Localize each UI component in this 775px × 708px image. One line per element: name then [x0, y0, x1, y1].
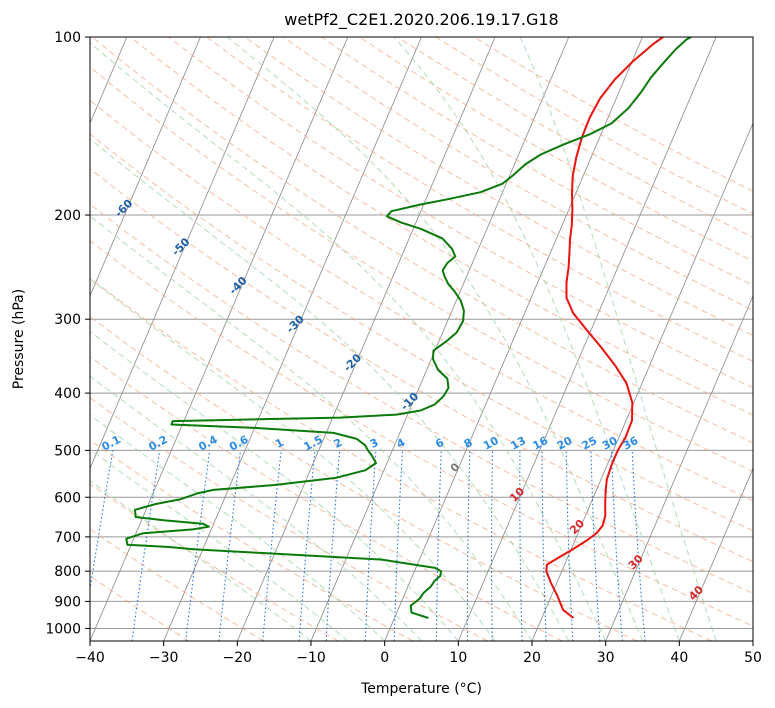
dry-adiabat-line: [90, 356, 563, 641]
isotherm-label: -30: [284, 312, 307, 335]
isotherm-label: -80: [0, 119, 21, 142]
moist-adiabat-line: [393, 37, 680, 641]
x-tick-label: −10: [296, 650, 326, 666]
isotherm-line: [90, 37, 349, 641]
isotherm-label: -40: [227, 274, 250, 297]
x-tick-label: 30: [597, 650, 615, 666]
y-tick-label: 200: [54, 208, 81, 224]
mixing-ratio-label: 3: [368, 436, 381, 451]
moist-adiabat-line: [90, 414, 386, 641]
dry-adiabat-label: 30: [626, 552, 646, 572]
isotherm-line: [457, 37, 717, 641]
x-tick-label: 40: [670, 650, 688, 666]
mixing-ratio-line: [435, 450, 442, 641]
mixing-ratio-line: [519, 450, 523, 641]
y-tick-label: 700: [54, 530, 81, 546]
isotherm-line: [605, 294, 753, 641]
dry-adiabat-line: [90, 133, 753, 532]
mixing-ratio-label: 16: [531, 434, 551, 453]
dry-adiabat-line: [91, 37, 753, 444]
mixing-ratio-line: [90, 450, 114, 593]
x-tick-label: −30: [149, 650, 179, 666]
isotherm-label: -70: [55, 158, 78, 181]
dry-adiabat-line: [244, 37, 753, 336]
isotherm-line: [678, 467, 753, 641]
mixing-ratio-label: 25: [580, 434, 600, 453]
mixing-ratio-label: 20: [555, 434, 575, 453]
mixing-ratio-line: [631, 450, 646, 641]
isotherm-line: [90, 37, 201, 297]
dry-adiabat-label: 10: [507, 485, 527, 505]
dry-adiabat-line: [168, 37, 753, 389]
x-tick-label: 20: [523, 650, 541, 666]
dry-adiabat-line: [90, 575, 190, 641]
x-tick-label: −20: [223, 650, 253, 666]
isotherm-line: [163, 37, 422, 641]
dry-adiabat-line: [90, 240, 753, 627]
moist-adiabat-line: [90, 41, 607, 641]
dry-adiabat-line: [90, 168, 753, 563]
isotherm-label: -60: [112, 197, 135, 220]
y-axis-label: Pressure (hPa): [11, 289, 27, 389]
dry-adiabat-line: [282, 37, 753, 311]
x-axis-label: Temperature (°C): [360, 681, 482, 697]
y-tick-label: 500: [54, 443, 81, 459]
isotherm-line: [531, 122, 753, 641]
mixing-ratio-label: 30: [600, 434, 620, 453]
mixing-ratio-line: [131, 450, 161, 641]
temperature-profile-line: [545, 37, 664, 619]
isotherm-label: -50: [169, 235, 192, 258]
moist-adiabat-line: [519, 37, 717, 641]
dry-adiabat-line: [90, 397, 488, 641]
y-tick-label: 800: [54, 564, 81, 580]
mixing-ratio-line: [185, 450, 211, 641]
mixing-ratio-line: [218, 450, 242, 641]
mixing-ratio-line: [262, 450, 282, 641]
moist-adiabat-line: [90, 278, 496, 641]
moist-adiabat-line: [90, 138, 570, 641]
mixing-ratio-label: 4: [394, 436, 407, 451]
y-tick-label: 300: [54, 312, 81, 328]
y-tick-label: 400: [54, 386, 81, 402]
isotherm-line: [236, 37, 496, 641]
mixing-ratio-label: 36: [621, 434, 641, 453]
dry-adiabat-line: [90, 316, 638, 641]
dry-adiabat-line: [90, 203, 753, 594]
y-tick-label: 600: [54, 490, 81, 506]
dry-adiabat-line: [206, 37, 753, 362]
dry-adiabat-line: [90, 528, 264, 641]
x-tick-label: −40: [75, 650, 105, 666]
moist-adiabat-line: [90, 448, 349, 641]
isotherm-line: [384, 37, 643, 641]
dry-adiabat-line: [359, 37, 753, 262]
chart-title: wetPf2_C2E1.2020.206.19.17.G18: [284, 10, 558, 30]
y-tick-label: 1000: [45, 621, 81, 637]
mixing-ratio-label: 13: [508, 434, 528, 453]
dry-adiabat-line: [130, 37, 753, 416]
isotherm-line: [90, 37, 275, 470]
mixing-ratio-line: [490, 450, 494, 641]
mixing-ratio-label: 1: [273, 436, 286, 451]
moist-adiabat-line: [90, 480, 312, 641]
dry-adiabat-line: [90, 99, 753, 502]
dry-adiabat-line: [90, 483, 339, 641]
moist-adiabat-line: [90, 215, 533, 641]
moist-adiabat-line: [90, 330, 459, 641]
plot-frame: [89, 36, 754, 642]
dry-adiabat-line: [90, 277, 712, 641]
isotherm-line: [752, 639, 753, 641]
y-tick-label: 100: [54, 30, 81, 46]
mixing-ratio-label: 2: [332, 436, 345, 451]
y-tick-label: 900: [54, 594, 81, 610]
dewpoint-profile-line: [125, 37, 692, 619]
x-tick-label: 0: [380, 650, 389, 666]
x-tick-label: 50: [744, 650, 762, 666]
moist-adiabat-line: [227, 37, 643, 641]
dry-adiabat-label: 20: [567, 517, 587, 537]
isotherm-label: -20: [341, 351, 364, 374]
x-tick-label: 10: [449, 650, 467, 666]
mixing-ratio-label: 10: [481, 434, 501, 453]
